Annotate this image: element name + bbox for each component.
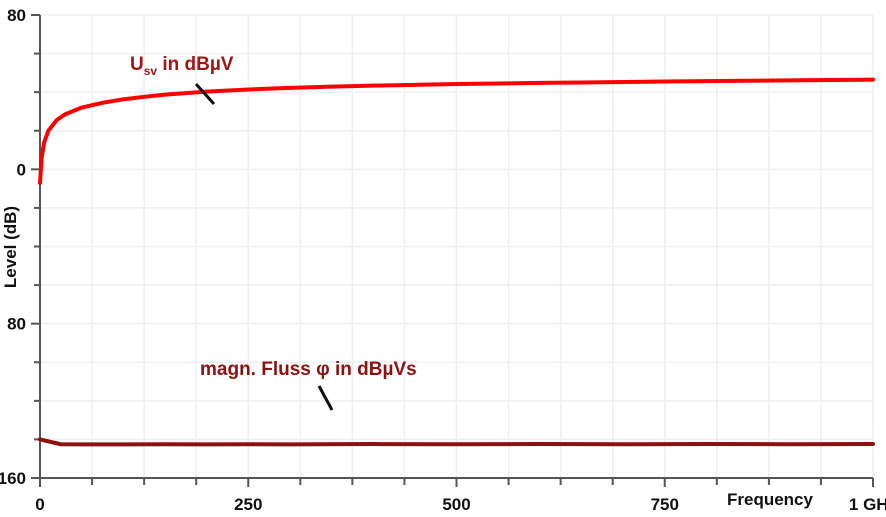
y-axis-ticks <box>31 14 40 479</box>
series1-label-main: U <box>130 54 144 75</box>
x-tick-label: 0 <box>35 495 44 514</box>
series1-label-subscript: sv <box>144 64 158 78</box>
x-tick-label: 750 <box>651 495 679 514</box>
x-tick-label: 1 GHz <box>849 495 886 514</box>
x-tick-label: 500 <box>442 495 470 514</box>
x-axis-title: Frequency <box>727 490 814 509</box>
interference-voltage-series-line <box>38 77 875 185</box>
magnetic-flux-series-line <box>38 437 875 447</box>
y-axis-tick-labels: 80 0 80 160 <box>0 6 26 488</box>
series1-label-rest: in dBµV <box>157 54 234 75</box>
y-tick-label: 80 <box>7 315 26 334</box>
y-tick-label: 0 <box>17 160 26 179</box>
series2-leader-line <box>317 385 334 411</box>
x-tick-label: 250 <box>234 495 262 514</box>
y-tick-label: 80 <box>7 6 26 25</box>
series1-leader-line <box>194 82 216 106</box>
y-axis-title: Level (dB) <box>1 206 20 288</box>
series1-label: Usv in dBµV <box>130 54 234 78</box>
y-tick-label: 160 <box>0 469 26 488</box>
x-axis-ticks <box>39 478 874 487</box>
x-axis-tick-labels: 0 250 500 750 1 GHz <box>35 495 886 514</box>
series2-label: magn. Fluss φ in dBµVs <box>200 359 417 380</box>
